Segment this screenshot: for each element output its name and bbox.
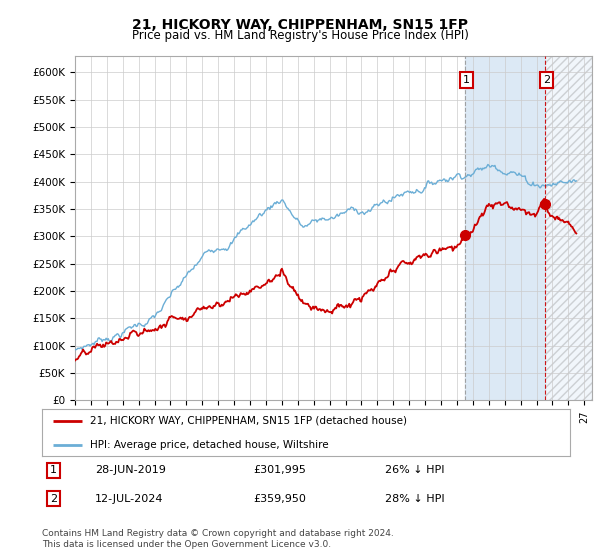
Text: 1: 1 (50, 465, 57, 475)
Text: 28-JUN-2019: 28-JUN-2019 (95, 465, 166, 475)
Text: 1: 1 (463, 75, 470, 85)
Bar (545, 56, 592, 400)
Text: Contains HM Land Registry data © Crown copyright and database right 2024.
This d: Contains HM Land Registry data © Crown c… (42, 529, 394, 549)
Text: 26% ↓ HPI: 26% ↓ HPI (385, 465, 445, 475)
Text: £359,950: £359,950 (253, 493, 306, 503)
Text: Price paid vs. HM Land Registry's House Price Index (HPI): Price paid vs. HM Land Registry's House … (131, 29, 469, 42)
Text: 28% ↓ HPI: 28% ↓ HPI (385, 493, 445, 503)
Bar (465, 56, 545, 400)
Text: £301,995: £301,995 (253, 465, 306, 475)
Bar (545, 56, 592, 400)
Text: 12-JUL-2024: 12-JUL-2024 (95, 493, 163, 503)
Text: 21, HICKORY WAY, CHIPPENHAM, SN15 1FP (detached house): 21, HICKORY WAY, CHIPPENHAM, SN15 1FP (d… (89, 416, 407, 426)
Text: 21, HICKORY WAY, CHIPPENHAM, SN15 1FP: 21, HICKORY WAY, CHIPPENHAM, SN15 1FP (132, 18, 468, 32)
Text: 2: 2 (50, 493, 57, 503)
Text: HPI: Average price, detached house, Wiltshire: HPI: Average price, detached house, Wilt… (89, 440, 328, 450)
Text: 2: 2 (543, 75, 550, 85)
